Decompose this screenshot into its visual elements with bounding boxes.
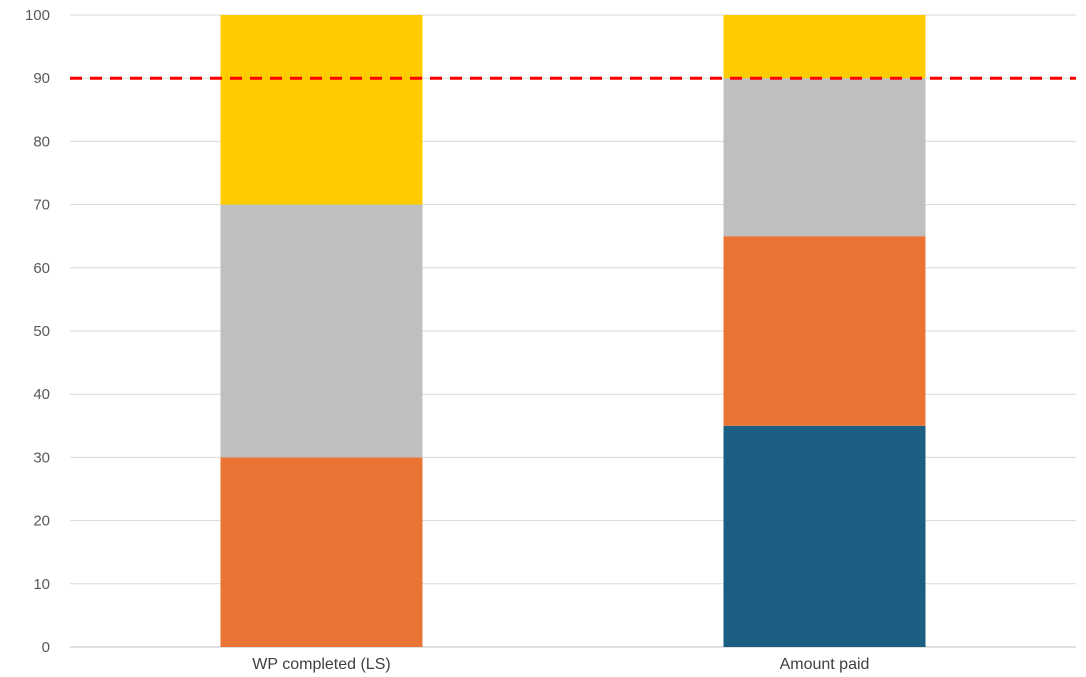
y-tick-label: 100 bbox=[25, 7, 50, 24]
y-tick-label: 70 bbox=[33, 197, 50, 214]
bar-segment bbox=[723, 236, 926, 426]
y-tick-label: 10 bbox=[33, 576, 50, 593]
bar-segment bbox=[723, 15, 926, 79]
y-tick-label: 0 bbox=[42, 639, 50, 656]
x-category-label: WP completed (LS) bbox=[252, 656, 390, 673]
bar-segment bbox=[220, 457, 423, 647]
y-tick-label: 40 bbox=[33, 386, 50, 403]
y-tick-label: 90 bbox=[33, 70, 50, 87]
y-tick-label: 80 bbox=[33, 133, 50, 150]
y-tick-label: 30 bbox=[33, 449, 50, 466]
x-category-label: Amount paid bbox=[780, 656, 870, 673]
x-axis-category-labels: WP completed (LS) Amount paid bbox=[252, 656, 869, 673]
bar-segment bbox=[220, 15, 423, 205]
bar-segment bbox=[723, 425, 926, 647]
bar-segments bbox=[220, 15, 926, 647]
bar-segment bbox=[220, 204, 423, 458]
y-axis-tick-labels: 0 10 20 30 40 50 60 70 80 90 100 bbox=[25, 7, 50, 656]
y-tick-label: 50 bbox=[33, 323, 50, 340]
bar-segment bbox=[723, 78, 926, 237]
y-tick-label: 20 bbox=[33, 513, 50, 530]
y-tick-label: 60 bbox=[33, 260, 50, 277]
